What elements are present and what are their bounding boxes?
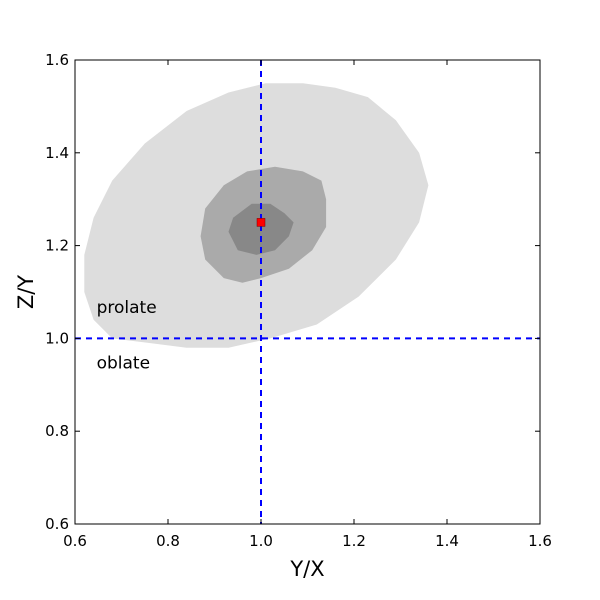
y-axis-label: Z/Y: [14, 275, 38, 309]
plot-frame: [74, 59, 541, 525]
ticks-layer: 0.6 0.8 1.0 1.2 1.4 1.6 0.6 0.8 1.0 1.2 1.4 1.6: [45, 51, 552, 550]
x-tick-label: 1.2: [342, 532, 366, 550]
y-tick-label: 1.4: [45, 144, 69, 162]
y-tick-label: 1.6: [45, 51, 69, 69]
contours-layer: [84, 83, 429, 348]
reference-lines-layer: [75, 60, 540, 524]
x-tick-label: 0.6: [63, 532, 87, 550]
x-tick-label: 0.8: [156, 532, 180, 550]
y-tick-label: 1.2: [45, 237, 69, 255]
x-tick-label: 1.0: [249, 532, 273, 550]
y-tick-label: 0.6: [45, 515, 69, 533]
annotations-layer: prolate oblate: [97, 298, 157, 374]
x-tick-label: 1.6: [528, 532, 552, 550]
marker-layer: [256, 218, 266, 227]
x-axis-label: Y/X: [289, 557, 324, 581]
annotation-oblate: oblate: [97, 354, 150, 374]
y-tick-label: 0.8: [45, 422, 69, 440]
y-tick-label: 1.0: [45, 329, 69, 347]
x-tick-label: 1.4: [435, 532, 459, 550]
annotation-prolate: prolate: [97, 298, 157, 318]
best-fit-marker: [256, 218, 266, 227]
